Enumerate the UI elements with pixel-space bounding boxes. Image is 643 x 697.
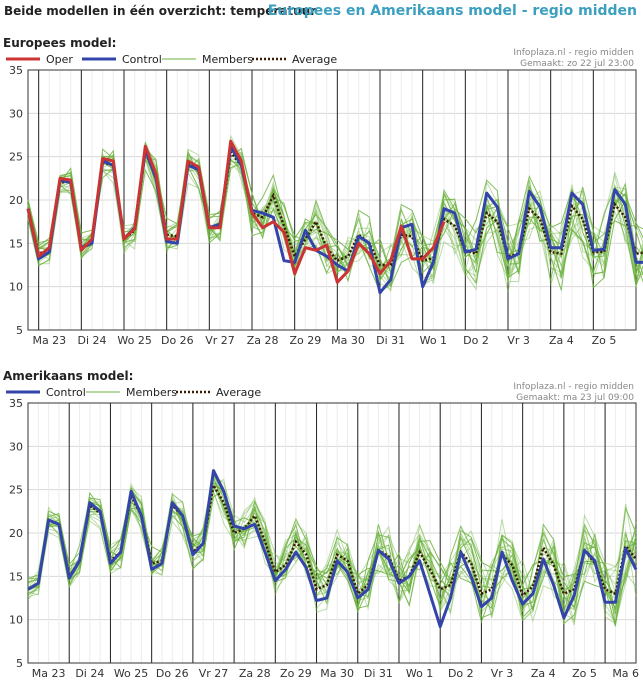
x-tick-label: Vr 27 bbox=[199, 667, 229, 680]
legend-label: Control bbox=[122, 53, 162, 66]
x-tick-label: Do 26 bbox=[161, 334, 194, 347]
y-tick-label: 20 bbox=[9, 527, 23, 540]
chart-2: Amerikaans model: Infoplaza.nl - regio mi… bbox=[3, 369, 639, 680]
member-line bbox=[27, 141, 643, 276]
x-tick-label: Wo 25 bbox=[117, 334, 151, 347]
legend-label: Average bbox=[292, 53, 337, 66]
x-tick-label: Vr 3 bbox=[507, 334, 530, 347]
y-tick-label: 15 bbox=[9, 237, 23, 250]
x-tick-label: Ma 30 bbox=[331, 334, 365, 347]
member-line bbox=[27, 147, 643, 284]
x-tick-label: Ma 23 bbox=[32, 334, 66, 347]
chart-1: Europees model: Infoplaza.nl - regio midd… bbox=[3, 36, 643, 347]
y-tick-label: 25 bbox=[9, 151, 23, 164]
made-label: Gemaakt: zo 22 jul 23:00 bbox=[520, 59, 634, 69]
x-tick-label: Zo 29 bbox=[289, 334, 321, 347]
page-title: Beide modellen in één overzicht: tempera… bbox=[4, 4, 317, 18]
x-tick-label: Di 31 bbox=[376, 334, 405, 347]
x-tick-label: Vr 3 bbox=[491, 667, 514, 680]
member-line bbox=[27, 161, 643, 291]
y-tick-label: 5 bbox=[16, 324, 23, 337]
legend: Oper Control Members Average bbox=[6, 53, 337, 66]
y-tick-label: 35 bbox=[9, 397, 23, 410]
y-tick-label: 30 bbox=[9, 107, 23, 120]
x-tick-label: Zo 5 bbox=[592, 334, 617, 347]
legend-label: Oper bbox=[46, 53, 73, 66]
y-tick-label: 15 bbox=[9, 570, 23, 583]
x-tick-label: Wo 25 bbox=[114, 667, 148, 680]
member-line bbox=[27, 153, 643, 293]
y-tick-label: 10 bbox=[9, 614, 23, 627]
member-line bbox=[27, 147, 643, 285]
source-label: Infoplaza.nl - regio midden bbox=[513, 48, 634, 58]
plot-frame bbox=[27, 402, 637, 664]
x-tick-label: Za 4 bbox=[549, 334, 574, 347]
x-tick-label: Di 31 bbox=[364, 667, 393, 680]
y-tick-label: 25 bbox=[9, 484, 23, 497]
x-tick-label: Zo 5 bbox=[572, 667, 597, 680]
legend-label: Members bbox=[126, 386, 177, 399]
y-tick-label: 5 bbox=[16, 657, 23, 670]
x-tick-label: Di 24 bbox=[77, 334, 106, 347]
chart-title: Europees model: bbox=[3, 36, 116, 50]
y-tick-label: 20 bbox=[9, 194, 23, 207]
y-tick-label: 30 bbox=[9, 440, 23, 453]
member-line bbox=[27, 156, 643, 283]
legend-label: Control bbox=[46, 386, 86, 399]
x-tick-label: Di 24 bbox=[75, 667, 104, 680]
oper-line bbox=[26, 139, 446, 284]
member-line bbox=[27, 157, 643, 286]
x-tick-label: Za 28 bbox=[239, 667, 271, 680]
legend-label: Average bbox=[216, 386, 261, 399]
member-line bbox=[27, 489, 637, 619]
x-tick-label: Do 2 bbox=[463, 334, 489, 347]
x-tick-label: Ma 30 bbox=[320, 667, 354, 680]
source-label: Infoplaza.nl - regio midden bbox=[513, 382, 634, 392]
chart-title: Amerikaans model: bbox=[3, 369, 133, 383]
x-tick-label: Zo 29 bbox=[280, 667, 312, 680]
legend-label: Members bbox=[202, 53, 253, 66]
y-tick-label: 10 bbox=[9, 281, 23, 294]
x-tick-label: Za 4 bbox=[531, 667, 556, 680]
legend: Control Members Average bbox=[6, 386, 261, 399]
x-tick-label: Za 28 bbox=[247, 334, 279, 347]
x-tick-label: Ma 6 bbox=[612, 667, 639, 680]
x-tick-label: Do 26 bbox=[156, 667, 189, 680]
average-line bbox=[27, 481, 637, 598]
control-line bbox=[27, 469, 638, 629]
page-region-title: Europees en Amerikaans model - regio mid… bbox=[267, 3, 637, 19]
x-tick-label: Wo 1 bbox=[406, 667, 433, 680]
x-tick-label: Wo 1 bbox=[420, 334, 447, 347]
x-tick-label: Ma 23 bbox=[32, 667, 66, 680]
x-tick-label: Vr 27 bbox=[205, 334, 235, 347]
x-tick-label: Do 2 bbox=[448, 667, 474, 680]
y-tick-label: 35 bbox=[9, 64, 23, 77]
made-label: Gemaakt: ma 23 jul 09:00 bbox=[516, 393, 634, 403]
